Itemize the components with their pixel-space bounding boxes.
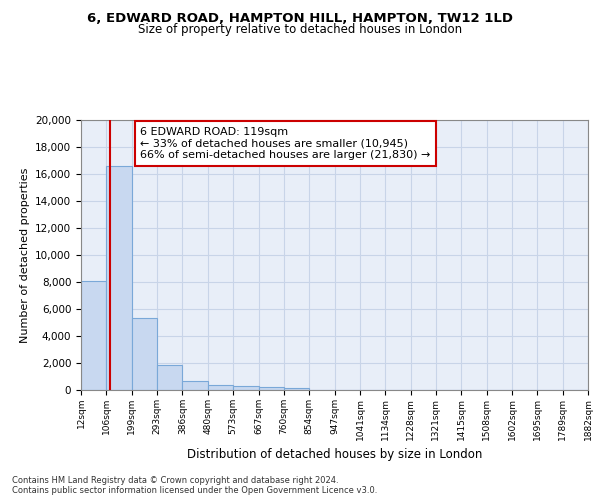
Bar (157, 365, 182, 390)
Text: Contains HM Land Registry data © Crown copyright and database right 2024.: Contains HM Land Registry data © Crown c… (12, 476, 338, 485)
Bar (132, 318, 157, 390)
Y-axis label: Number of detached properties: Number of detached properties (20, 168, 29, 342)
Bar (208, 386, 233, 390)
Bar (106, 166, 132, 390)
Bar (284, 388, 309, 390)
Bar (81, 280, 106, 390)
Bar (259, 387, 284, 390)
Text: Size of property relative to detached houses in London: Size of property relative to detached ho… (138, 22, 462, 36)
Text: 6 EDWARD ROAD: 119sqm
← 33% of detached houses are smaller (10,945)
66% of semi-: 6 EDWARD ROAD: 119sqm ← 33% of detached … (140, 126, 430, 160)
X-axis label: Distribution of detached houses by size in London: Distribution of detached houses by size … (187, 448, 482, 461)
Text: Contains public sector information licensed under the Open Government Licence v3: Contains public sector information licen… (12, 486, 377, 495)
Bar (182, 381, 208, 390)
Text: 6, EDWARD ROAD, HAMPTON HILL, HAMPTON, TW12 1LD: 6, EDWARD ROAD, HAMPTON HILL, HAMPTON, T… (87, 12, 513, 26)
Bar (233, 386, 259, 390)
